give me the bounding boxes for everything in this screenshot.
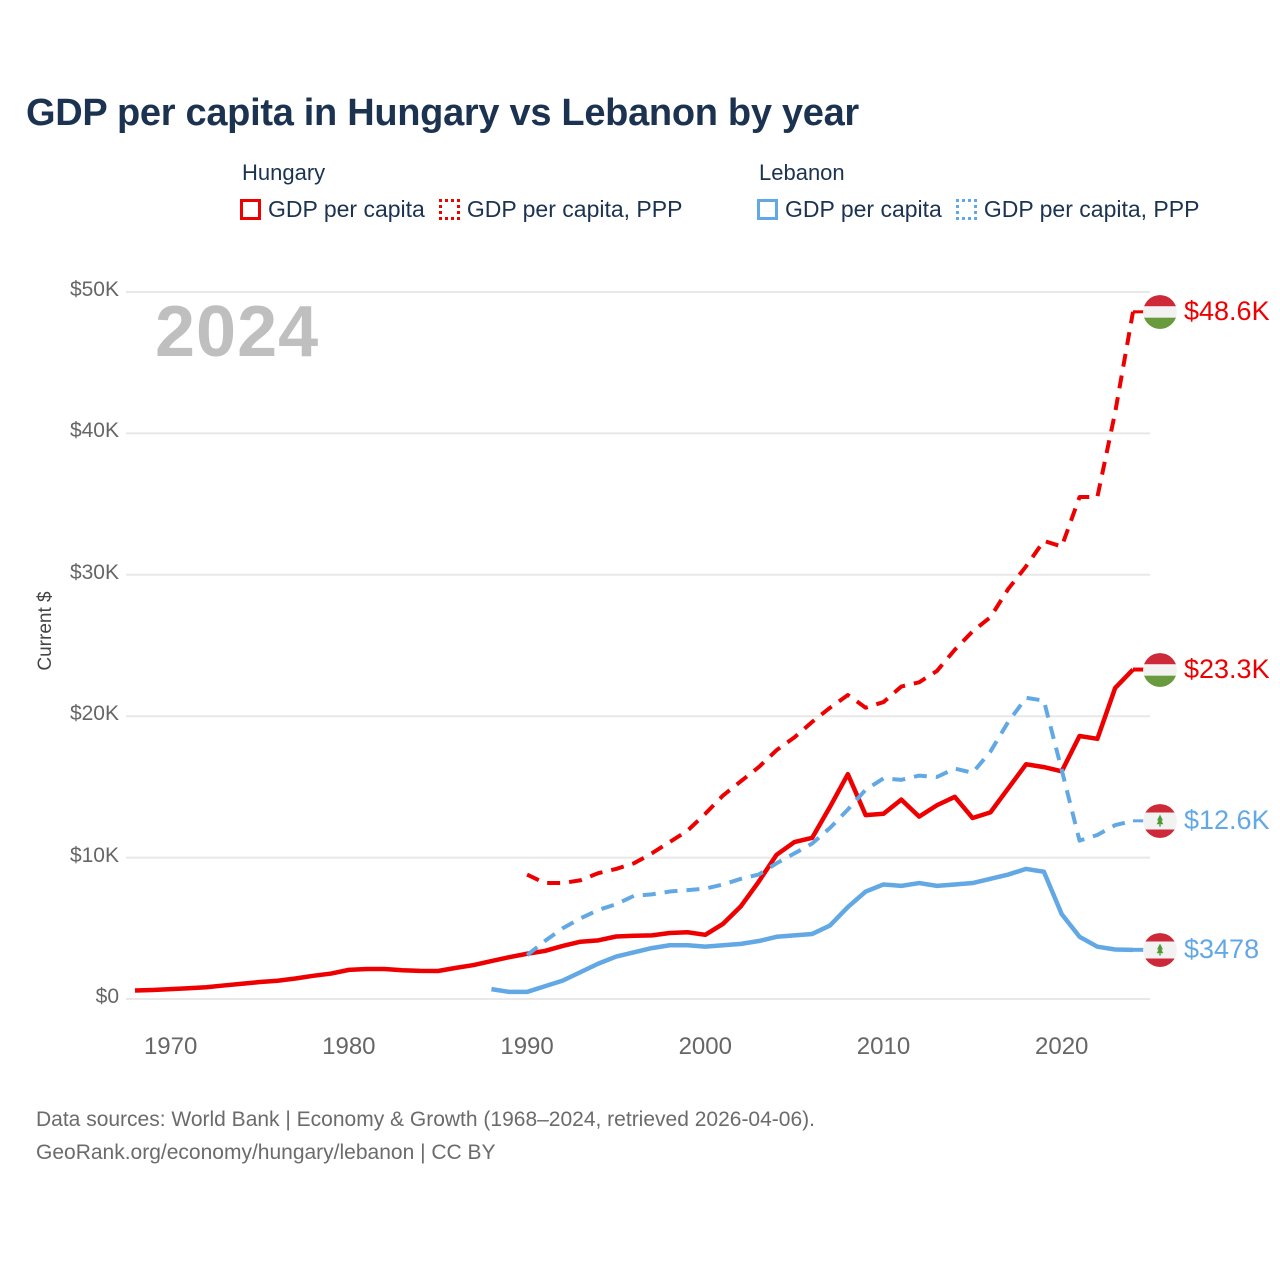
legend-country-label: Lebanon xyxy=(759,160,845,185)
x-tick-label: 2020 xyxy=(1035,1033,1089,1060)
y-tick-label: $20K xyxy=(69,702,119,726)
hungary-flag-icon xyxy=(1143,294,1177,329)
legend-swatch-dotted-red-icon xyxy=(438,199,460,220)
x-tick-label: 2010 xyxy=(856,1033,911,1060)
legend-item-label: GDP per capita, PPP xyxy=(983,196,1200,222)
legend-item-hungary-gdp[interactable]: GDP per capita xyxy=(240,196,425,223)
legend-item-lebanon-ppp[interactable]: GDP per capita, PPP xyxy=(955,196,1200,223)
legend-group-lebanon: Lebanon GDP per capita GDP per capita, P… xyxy=(757,160,1199,223)
y-tick-label: $30K xyxy=(69,560,119,584)
legend-group-hungary: Hungary GDP per capita GDP per capita, P… xyxy=(240,160,682,223)
legend-swatch-solid-red-icon xyxy=(240,199,261,220)
series-line-lebanon-gdp xyxy=(491,866,1134,995)
x-tick-label: 1990 xyxy=(500,1033,554,1060)
lebanon-flag-icon xyxy=(1143,932,1177,967)
legend-country-label: Hungary xyxy=(242,160,326,185)
end-label-value: $48.6K xyxy=(1184,296,1270,327)
lebanon-flag-icon xyxy=(1143,803,1177,838)
series-line-lebanon-ppp xyxy=(525,695,1134,957)
end-label-value: $23.3K xyxy=(1184,654,1270,685)
y-tick-label: $0 xyxy=(95,985,119,1008)
year-watermark: 2024 xyxy=(155,292,320,372)
series-lines xyxy=(134,310,1145,995)
gridlines xyxy=(126,291,1150,1000)
hungary-flag-icon xyxy=(1143,652,1177,687)
x-tick-label: 1970 xyxy=(143,1033,198,1060)
y-tick-label: $40K xyxy=(69,419,119,443)
legend-item-label: GDP per capita xyxy=(785,196,942,222)
chart-legend: Hungary GDP per capita GDP per capita, P… xyxy=(0,160,1280,250)
page-title: GDP per capita in Hungary vs Lebanon by … xyxy=(26,92,859,134)
end-label-hungary-ppp: $48.6K xyxy=(1143,294,1270,329)
y-tick-label: $10K xyxy=(69,843,119,867)
end-label-value: $12.6K xyxy=(1184,805,1270,836)
end-label-value: $3478 xyxy=(1184,934,1260,965)
legend-swatch-dotted-blue-icon xyxy=(955,199,977,220)
legend-item-label: GDP per capita xyxy=(268,196,425,222)
legend-swatch-solid-blue-icon xyxy=(757,199,778,220)
footer-line-sources: Data sources: World Bank | Economy & Gro… xyxy=(36,1108,815,1131)
x-tick-label: 2000 xyxy=(678,1033,732,1060)
legend-item-label: GDP per capita, PPP xyxy=(466,196,683,222)
series-line-hungary-ppp xyxy=(526,311,1135,886)
series-line-hungary-gdp xyxy=(134,667,1135,993)
footer-credits: Data sources: World Bank | Economy & Gro… xyxy=(36,1104,815,1169)
legend-item-hungary-ppp[interactable]: GDP per capita, PPP xyxy=(438,196,683,223)
legend-item-lebanon-gdp[interactable]: GDP per capita xyxy=(757,196,942,223)
y-tick-label: $50K xyxy=(69,278,119,301)
end-label-hungary-gdp: $23.3K xyxy=(1143,652,1270,687)
x-tick-label: 1980 xyxy=(322,1033,376,1060)
end-label-lebanon-ppp: $12.6K xyxy=(1143,803,1270,838)
end-label-lebanon-gdp: $3478 xyxy=(1143,932,1260,967)
footer-line-url[interactable]: GeoRank.org/economy/hungary/lebanon | CC… xyxy=(36,1140,496,1164)
